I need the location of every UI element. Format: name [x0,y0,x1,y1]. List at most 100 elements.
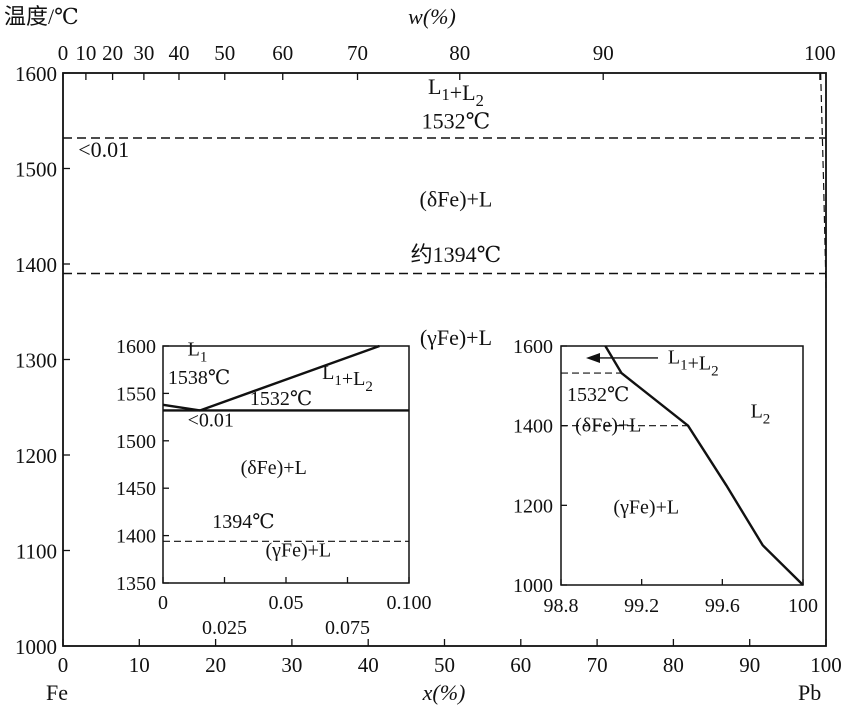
inset-right-annotation: L2 [751,401,771,428]
inset-right-annotation-part: L [668,347,680,369]
inset-right-x-tick-label: 100 [788,595,818,617]
y-tick-label: 1300 [15,349,57,373]
inset-left-x-tick-label: 0.025 [202,617,247,639]
inset-left-annotation: L1+L2 [322,362,373,395]
main-annotation: 1532℃ [422,108,491,133]
top-axis-ticks: 0 10 20 30 40 50 60 70 80 90 100 [58,41,836,80]
inset-left-annotation-part: (γFe)+L [265,539,331,561]
main-chart: 温度/℃ w(%) 0 10 20 30 40 50 60 70 80 90 100 1000110… [4,4,842,705]
x-tick-label: 80 [663,653,684,677]
inset-left-y-tick-label: 1400 [116,526,156,548]
main-annotation-part: 约1394℃ [411,242,502,267]
x-tick-label: 90 [739,653,760,677]
element-label-pb: Pb [798,680,821,705]
inset-left-background [163,346,409,583]
x-tick-label: 40 [358,653,379,677]
inset-left-annotation: L1 [188,338,208,365]
top-tick-label: 70 [347,41,368,65]
inset-left-annotation-part: <0.01 [188,410,234,432]
inset-left-x-tick-label: 0 [158,592,168,614]
y-axis-ticks: 1000 1100 1200 1300 1400 1500 1600 [15,62,70,659]
inset-right-x-tick-label: 99.6 [705,595,740,617]
main-annotation-part: <0.01 [78,137,129,162]
inset-left-annotation-part: 1532℃ [250,388,312,410]
main-annotation-subscript: 1 [441,85,449,104]
inset-left-annotation-part: (δFe)+L [241,457,307,479]
top-tick-label: 30 [133,41,154,65]
x-axis-ticks: 0 10 20 30 40 50 60 70 80 90 100 [58,639,842,677]
main-annotation: <0.01 [78,137,129,162]
inset-right-annotation-part: 1532℃ [567,384,629,406]
inset-left-annotation: 1394℃ [212,511,274,533]
x-tick-label: 10 [129,653,150,677]
liquidus-line [820,72,827,288]
inset-right-annotation-subscript: 1 [680,358,688,374]
inset-left-annotation: (δFe)+L [241,457,307,479]
y-tick-label: 1000 [15,635,57,659]
inset-right-annotation-subscript: 2 [711,364,719,380]
inset-right-x-tick-label: 98.8 [544,595,579,617]
x-tick-label: 70 [587,653,608,677]
inset-left-annotation-part: L [188,338,200,360]
main-annotation-part: 1532℃ [422,108,491,133]
inset-right-annotation: (γFe)+L [613,496,679,518]
main-annotation-part: (γFe)+L [420,325,492,350]
inset-right-annotation-subscript: 2 [763,412,771,428]
inset-left-y-tick-label: 1500 [116,431,156,453]
top-tick-label: 50 [214,41,235,65]
y-tick-label: 1600 [15,62,57,86]
inset-left-annotation-subscript: 1 [200,349,208,365]
main-annotation-part: L [428,74,441,99]
y-tick-label: 1100 [16,540,57,564]
inset-right-annotation-part: +L [688,353,712,375]
inset-left-annotation-subscript: 2 [365,379,373,395]
inset-right-annotation: 1532℃ [567,384,629,406]
inset-left-chart: 1350 1400 1450 1500 1550 1600 0 0.05 0.100 0.025… [116,336,432,639]
inset-right-x-ticks: 98.8 99.2 99.6 100 [544,579,818,617]
inset-right-annotation: L1+L2 [668,347,719,380]
inset-right-annotation-part: L [751,401,763,423]
inset-right-y-tick-label: 1600 [513,336,553,358]
inset-left-annotation-part: 1538℃ [168,367,230,389]
inset-left-annotation-part: L [322,362,334,384]
main-annotation: 约1394℃ [411,242,502,267]
inset-left-y-tick-label: 1600 [116,336,156,358]
inset-left-annotation: <0.01 [188,410,234,432]
inset-right-y-tick-label: 1400 [513,416,553,438]
x-tick-label: 30 [281,653,302,677]
top-tick-label: 20 [102,41,123,65]
x-tick-label: 0 [58,653,69,677]
main-annotation-subscript: 2 [476,91,484,110]
y-tick-label: 1500 [15,158,57,182]
top-tick-label: 80 [449,41,470,65]
inset-right-annotation: (δFe)+L [575,415,641,437]
main-chart-lines [63,72,827,288]
inset-right-y-ticks: 1000 1200 1400 1600 [513,336,567,597]
inset-right-arrow-head [586,352,600,363]
inset-left-series-line [199,344,380,412]
top-tick-label: 90 [593,41,614,65]
x-tick-label: 60 [510,653,531,677]
inset-left-x-ticks: 0 0.05 0.100 0.025 0.075 [158,577,432,639]
inset-left-x-tick-label: 0.100 [387,592,432,614]
y-tick-label: 1200 [15,444,57,468]
inset-left-y-tick-label: 1350 [116,573,156,595]
top-tick-label: 40 [168,41,189,65]
top-tick-label: 60 [272,41,293,65]
x-tick-label: 50 [434,653,455,677]
x-tick-label: 20 [205,653,226,677]
inset-right-y-tick-label: 1200 [513,495,553,517]
element-label-fe: Fe [46,680,68,705]
inset-right-series-line [604,345,804,586]
inset-left-annotation: 1538℃ [168,367,230,389]
inset-right-y-tick-label: 1000 [513,575,553,597]
inset-left-x-tick-label: 0.075 [325,617,370,639]
x-tick-label: 100 [810,653,842,677]
y-axis-label: 温度/℃ [4,4,79,29]
